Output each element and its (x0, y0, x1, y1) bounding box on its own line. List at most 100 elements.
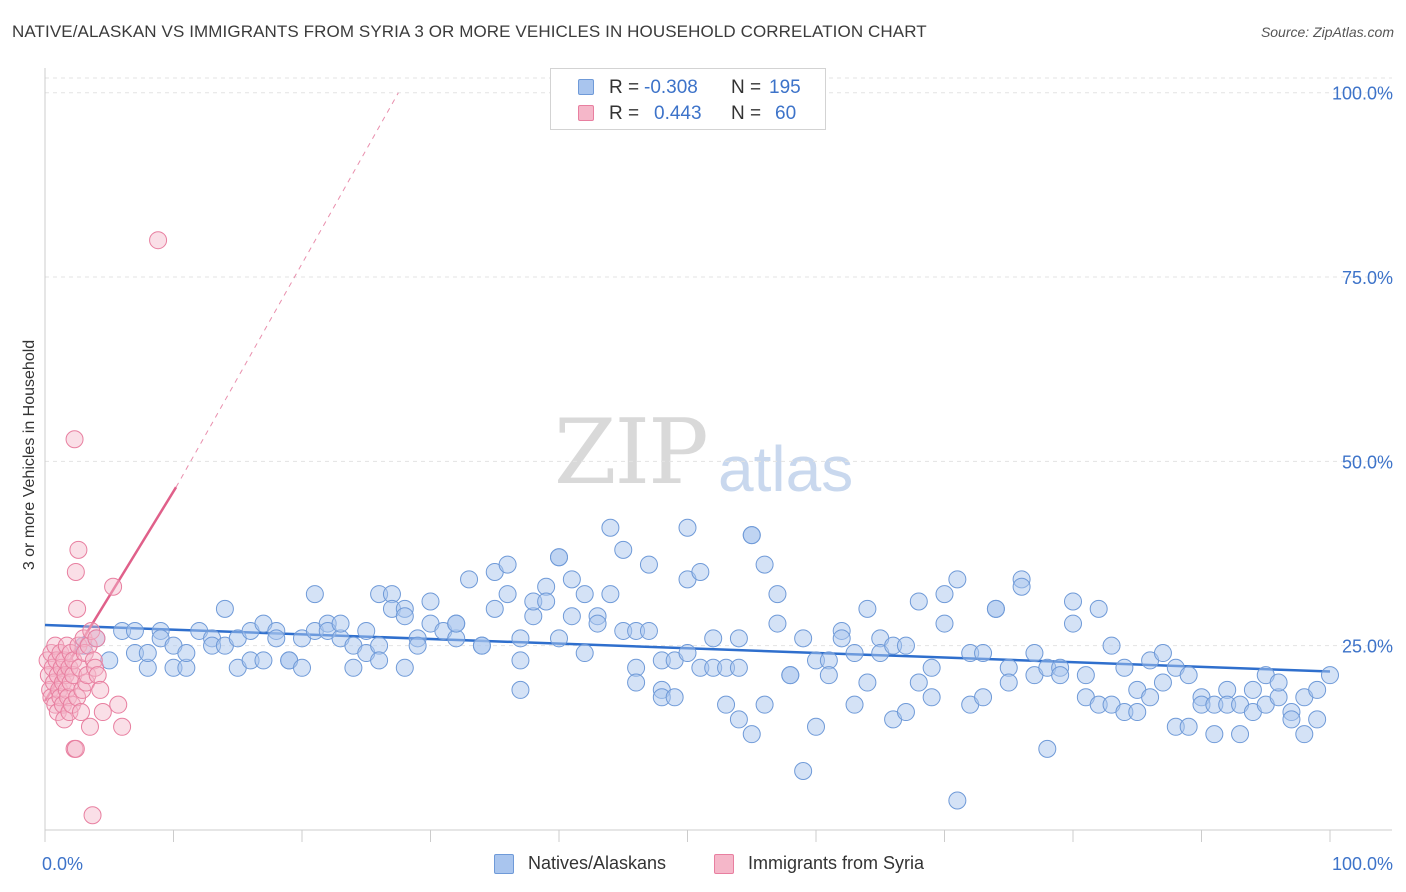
syria-point (83, 806, 102, 825)
natives-point (704, 629, 723, 648)
natives-point (755, 695, 774, 714)
natives-point (1295, 725, 1314, 744)
natives-point (370, 651, 389, 670)
syria-point (91, 680, 110, 699)
natives-point (1282, 710, 1301, 729)
natives-point (537, 592, 556, 611)
r-label: R = (609, 103, 640, 124)
natives-point (639, 621, 658, 640)
natives-point (845, 644, 864, 663)
natives-point (1089, 599, 1108, 618)
natives-point (794, 762, 813, 781)
syria-point (109, 695, 128, 714)
natives-point (100, 651, 119, 670)
natives-point (1205, 725, 1224, 744)
natives-point (729, 710, 748, 729)
natives-point (1128, 703, 1147, 722)
natives-point (511, 680, 530, 699)
natives-point (974, 644, 993, 663)
natives-point (768, 614, 787, 633)
y-tick-label: 100.0% (1332, 84, 1393, 104)
watermark-zip: ZIP (554, 400, 709, 505)
natives-point (1076, 666, 1095, 685)
natives-point (575, 585, 594, 604)
syria-point (84, 651, 103, 670)
natives-point (395, 607, 414, 626)
natives-point (1051, 666, 1070, 685)
natives-point (395, 658, 414, 677)
natives-point (896, 703, 915, 722)
r-value: -0.308 (644, 77, 698, 98)
natives-point (344, 658, 363, 677)
natives-point (562, 570, 581, 589)
n-value: 195 (769, 77, 801, 98)
y-tick-label: 25.0% (1342, 637, 1393, 657)
natives-point (729, 629, 748, 648)
natives-point (1269, 673, 1288, 692)
natives-point (575, 644, 594, 663)
y-tick-label: 75.0% (1342, 268, 1393, 288)
natives-point (498, 555, 517, 574)
natives-point (267, 629, 286, 648)
legend-syria-swatch (714, 854, 734, 874)
syria-point (93, 703, 112, 722)
syria-point (104, 577, 123, 596)
natives-point (254, 651, 273, 670)
natives-point (293, 658, 311, 677)
natives-point (601, 518, 620, 537)
natives-point (909, 592, 928, 611)
legend: Natives/Alaskans Immigrants from Syria (0, 852, 1406, 878)
natives-point (999, 673, 1018, 692)
natives-point (601, 585, 620, 604)
natives-point (550, 548, 568, 567)
natives-point (1141, 688, 1160, 707)
syria-point (88, 666, 107, 685)
y-tick-label: 50.0% (1342, 452, 1393, 472)
syria-point (69, 540, 88, 559)
natives-point (922, 688, 941, 707)
natives-point (845, 695, 864, 714)
natives-point (498, 585, 517, 604)
natives-point (511, 651, 530, 670)
r-value: 0.443 (654, 103, 702, 124)
natives-point (1038, 739, 1057, 758)
natives-point (331, 614, 350, 633)
source-label: Source: ZipAtlas.com (1260, 24, 1394, 40)
natives-point (1321, 666, 1339, 685)
natives-point (948, 570, 967, 589)
syria-point (61, 644, 80, 663)
n-value: 60 (775, 103, 797, 124)
natives-point (472, 636, 491, 655)
syria-point (77, 673, 96, 692)
natives-point (408, 636, 427, 655)
natives-points (74, 518, 1339, 810)
syria-point (66, 739, 85, 758)
tick-labels: 25.0% 50.0% 75.0% 100.0% 0.0% 100.0% (42, 84, 1393, 874)
natives-point (742, 725, 761, 744)
syria-point (113, 717, 132, 736)
natives-point (781, 666, 800, 685)
syria-point (86, 658, 105, 677)
natives-swatch (578, 79, 594, 95)
syria-point (66, 562, 85, 581)
natives-point (639, 555, 658, 574)
natives-point (665, 688, 684, 707)
natives-point (614, 540, 633, 559)
n-label: N = (731, 103, 762, 124)
natives-point (511, 629, 530, 648)
natives-point (678, 518, 697, 537)
natives-point (819, 666, 838, 685)
syria-point (65, 430, 84, 449)
natives-point (935, 585, 954, 604)
natives-point (858, 673, 877, 692)
natives-point (986, 599, 1005, 618)
x-tick-label-start: 0.0% (42, 854, 83, 874)
natives-point (717, 695, 736, 714)
natives-point (1115, 658, 1134, 677)
chart-title: NATIVE/ALASKAN VS IMMIGRANTS FROM SYRIA … (12, 22, 927, 41)
natives-point (742, 526, 761, 545)
r-label: R = (609, 77, 640, 98)
natives-point (1179, 717, 1198, 736)
legend-syria-label: Immigrants from Syria (748, 853, 925, 873)
natives-point (1153, 644, 1172, 663)
